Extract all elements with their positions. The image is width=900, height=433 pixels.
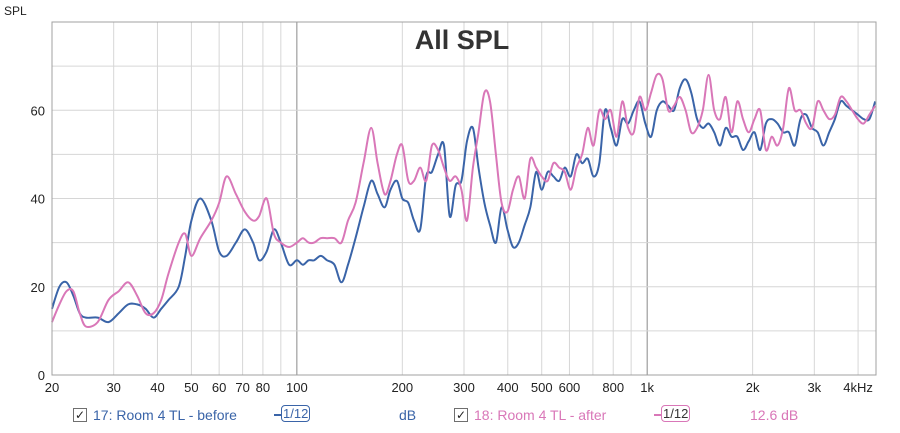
x-tick-label: 600 bbox=[559, 380, 581, 395]
x-tick-label: 80 bbox=[256, 380, 270, 395]
series-1-label[interactable]: 17: Room 4 TL - before bbox=[93, 407, 237, 423]
x-tick-label: 100 bbox=[286, 380, 308, 395]
x-tick-label: 3k bbox=[807, 380, 821, 395]
y-tick-label: 60 bbox=[31, 103, 45, 118]
y-tick-label: 40 bbox=[31, 192, 45, 207]
series-1-smoothing-control[interactable]: 1/12 bbox=[274, 405, 311, 422]
chart-title: All SPL bbox=[415, 25, 510, 55]
series-group bbox=[51, 72, 877, 329]
x-tick-label: 4kHz bbox=[843, 380, 873, 395]
series-2-smoothing-control[interactable]: 1/12 bbox=[654, 405, 691, 422]
x-tick-label: 800 bbox=[602, 380, 624, 395]
x-tick-label: 50 bbox=[184, 380, 198, 395]
grid-lines bbox=[52, 22, 876, 375]
x-tick-label: 30 bbox=[106, 380, 120, 395]
x-tick-label: 60 bbox=[212, 380, 226, 395]
x-tick-label: 200 bbox=[391, 380, 413, 395]
x-tick-label: 500 bbox=[531, 380, 553, 395]
x-tick-labels: 20 30 40 50 60 70 80 100 200 300 400 500 600 800 1k 2k 3… bbox=[45, 380, 873, 395]
x-tick-label: 2k bbox=[746, 380, 760, 395]
y-tick-label: 20 bbox=[31, 280, 45, 295]
series-2-checkbox[interactable]: ✓ bbox=[454, 408, 468, 422]
spl-chart[interactable]: 20 30 40 50 60 70 80 100 200 300 400 500 600 800 1k 2k 3… bbox=[0, 0, 900, 404]
x-tick-label: 40 bbox=[150, 380, 164, 395]
series-1-checkbox[interactable]: ✓ bbox=[73, 408, 87, 422]
plot-border bbox=[51, 21, 877, 376]
x-tick-label: 70 bbox=[235, 380, 249, 395]
series-line-1[interactable] bbox=[51, 78, 877, 324]
x-tick-label: 300 bbox=[453, 380, 475, 395]
series-2-smoothing-value: 1/12 bbox=[661, 405, 691, 422]
x-tick-label: 1k bbox=[640, 380, 654, 395]
series-2-offset[interactable]: 12.6 dB bbox=[750, 407, 799, 423]
y-tick-label: 0 bbox=[38, 368, 45, 383]
y-tick-labels: 0 20 40 60 bbox=[31, 103, 45, 383]
y-axis-label: SPL bbox=[4, 4, 27, 18]
series-1-smoothing-value: 1/12 bbox=[281, 405, 311, 422]
series-line-2[interactable] bbox=[51, 72, 877, 329]
series-2-label[interactable]: 18: Room 4 TL - after bbox=[474, 407, 607, 423]
series-1-offset[interactable]: dB bbox=[399, 407, 417, 423]
x-tick-label: 400 bbox=[497, 380, 519, 395]
x-tick-label: 20 bbox=[45, 380, 59, 395]
legend: ✓ 17: Room 4 TL - before 1/12 dB ✓ 18: R… bbox=[0, 404, 900, 430]
